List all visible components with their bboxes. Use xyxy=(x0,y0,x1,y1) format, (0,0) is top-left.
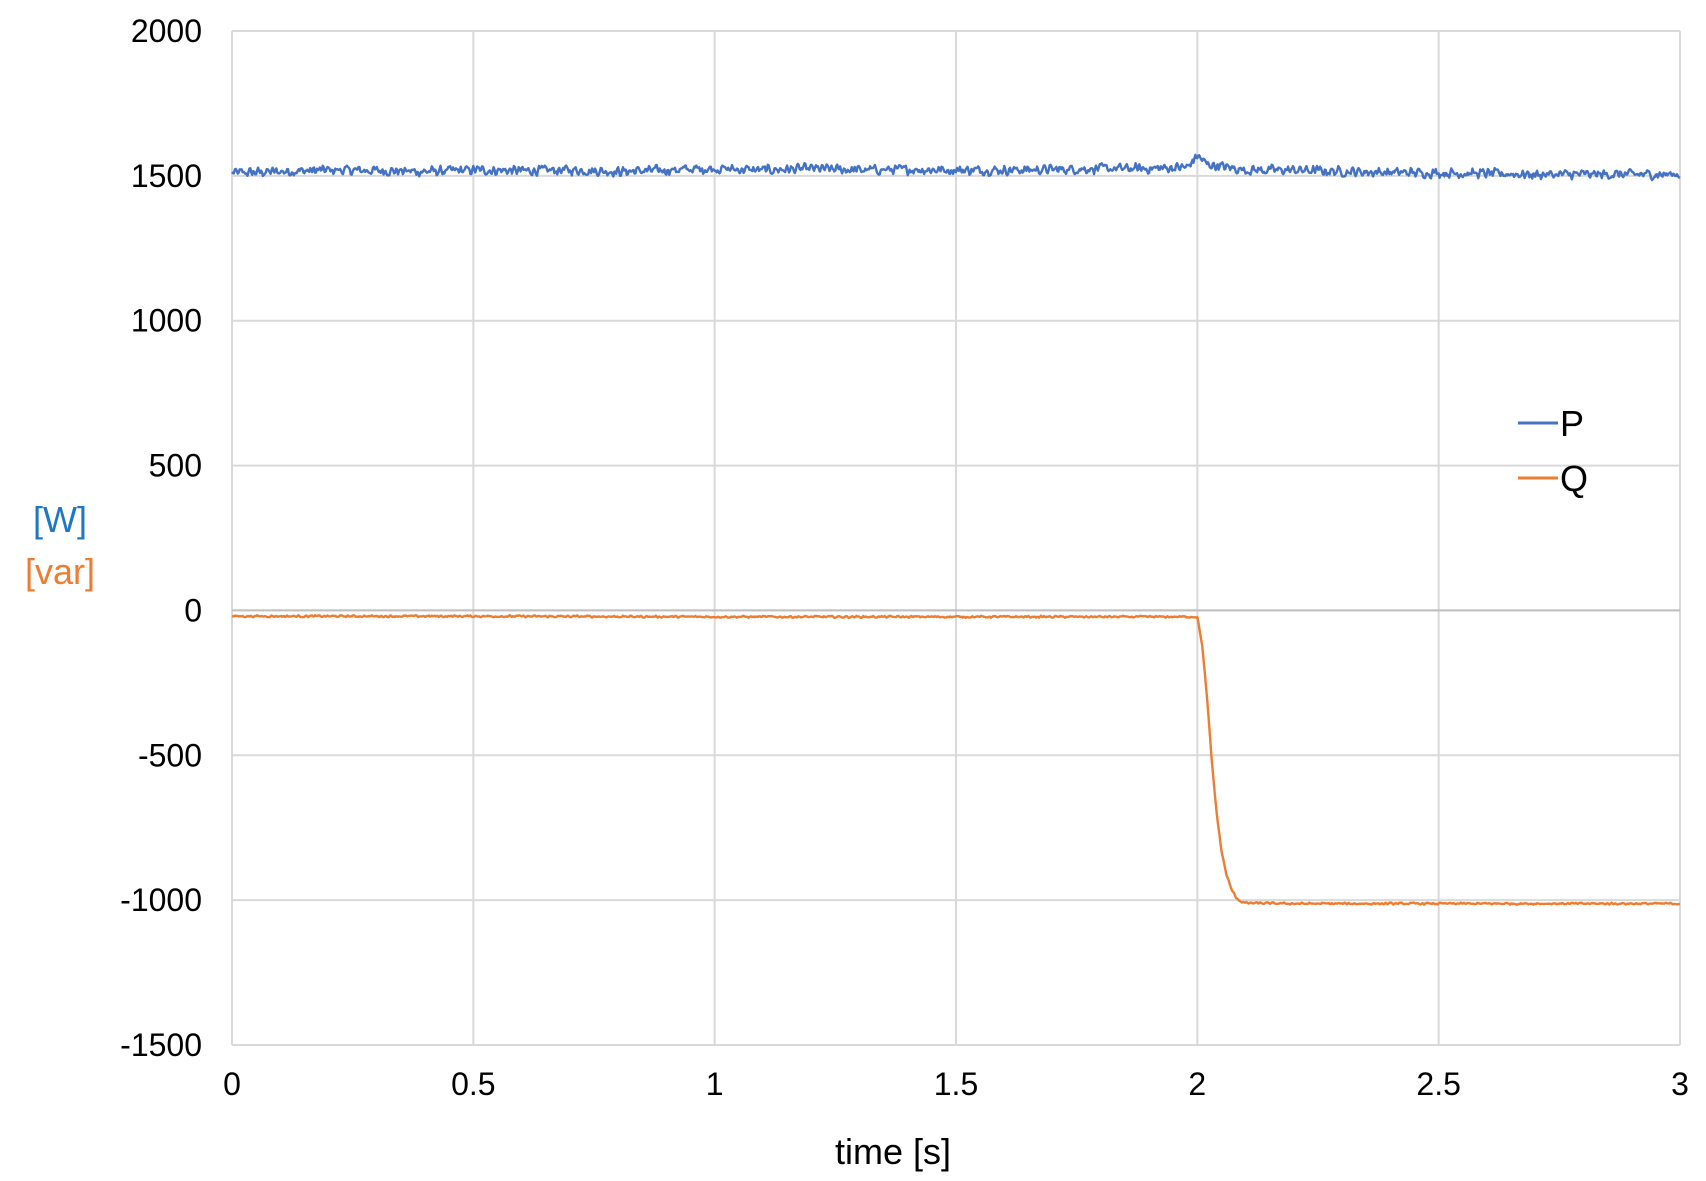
grid xyxy=(231,30,1681,1046)
y-tick-label: 1500 xyxy=(131,158,202,194)
x-tick-label: 2 xyxy=(1188,1066,1206,1102)
x-tick-label: 1 xyxy=(706,1066,724,1102)
x-tick-label: 0.5 xyxy=(451,1066,495,1102)
y-tick-label: 1000 xyxy=(131,303,202,339)
x-tick-labels: 0 0.5 1 1.5 2 2.5 3 xyxy=(223,1066,1689,1102)
y-tick-label: -1000 xyxy=(120,882,202,918)
x-axis-label: time [s] xyxy=(835,1131,951,1172)
x-tick-label: 0 xyxy=(223,1066,241,1102)
y-tick-labels: 2000 1500 1000 500 0 -500 -1000 -1500 xyxy=(120,13,202,1063)
y-tick-label: -1500 xyxy=(120,1027,202,1063)
legend: PQ xyxy=(1518,403,1588,499)
series-line-P xyxy=(231,153,1681,182)
y-tick-label: -500 xyxy=(138,737,202,773)
y-axis-label: [W] [var] xyxy=(25,499,95,592)
series xyxy=(231,153,1681,906)
x-tick-label: 1.5 xyxy=(934,1066,978,1102)
x-tick-label: 3 xyxy=(1671,1066,1689,1102)
y-tick-label: 2000 xyxy=(131,13,202,49)
x-tick-label: 2.5 xyxy=(1416,1066,1460,1102)
y-axis-label-line: [var] xyxy=(25,551,95,592)
legend-label-Q: Q xyxy=(1560,458,1588,499)
legend-label-P: P xyxy=(1560,403,1584,444)
y-axis-label-line: [W] xyxy=(33,499,87,540)
y-tick-label: 500 xyxy=(149,448,202,484)
y-tick-label: 0 xyxy=(184,592,202,628)
series-line-Q xyxy=(231,613,1681,906)
